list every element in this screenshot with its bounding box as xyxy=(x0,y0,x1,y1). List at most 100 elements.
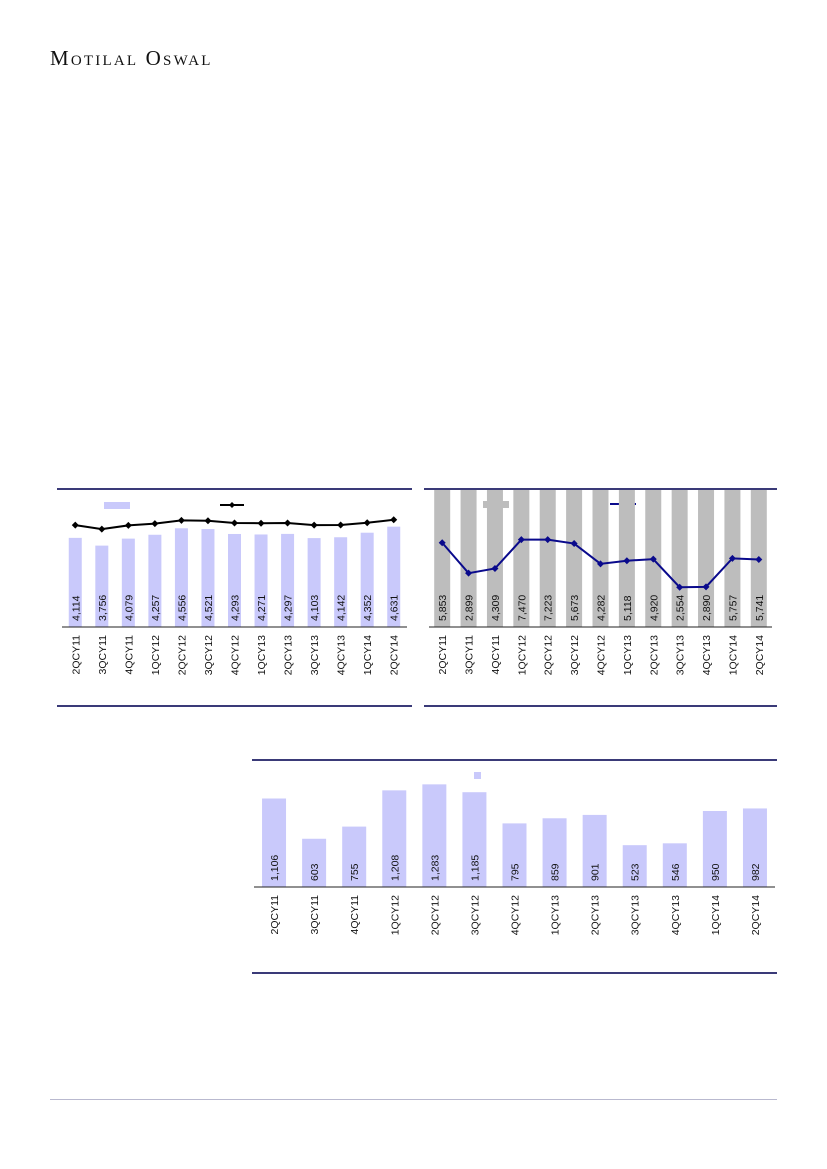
category-tick-label: 4QCY13 xyxy=(336,635,348,675)
bar xyxy=(174,528,188,627)
footer-rule xyxy=(50,1099,777,1100)
bar xyxy=(698,490,715,627)
category-tick-label: 4QCY12 xyxy=(596,635,608,675)
category-tick-label: 1QCY13 xyxy=(550,895,562,935)
bar xyxy=(387,526,401,627)
bar xyxy=(434,490,451,627)
bar xyxy=(68,537,82,627)
line-point xyxy=(517,536,525,544)
bar-value-label: 2,899 xyxy=(464,595,476,621)
category-tick-label: 1QCY13 xyxy=(622,635,634,675)
category-tick-label: 3QCY12 xyxy=(569,635,581,675)
bar-value-label: 1,283 xyxy=(429,855,441,881)
bar-value-label: 546 xyxy=(670,863,682,881)
category-tick-label: 3QCY13 xyxy=(309,635,321,675)
line-point xyxy=(623,557,631,565)
bar xyxy=(95,545,109,627)
bar xyxy=(334,537,348,627)
bar-value-label: 1,185 xyxy=(469,855,481,881)
bar-value-label: 7,470 xyxy=(516,595,528,621)
bar-value-label: 4,114 xyxy=(70,595,82,621)
bar-value-label: 4,079 xyxy=(123,595,135,621)
bar-value-label: 4,309 xyxy=(490,595,502,621)
category-tick-label: 3QCY12 xyxy=(203,635,215,675)
category-tick-label: 2QCY14 xyxy=(389,635,401,675)
bar-value-label: 1,106 xyxy=(269,855,281,881)
bar-value-label: 4,271 xyxy=(256,595,268,621)
category-tick-label: 2QCY11 xyxy=(70,635,82,675)
category-tick-label: 2QCY12 xyxy=(429,895,441,935)
line-point xyxy=(597,560,604,568)
chart2-svg: 5,853 2QCY11 2,899 3QCY11 4,309 4QCY11 7,470 1Q… xyxy=(429,490,772,675)
category-tick-label: 3QCY13 xyxy=(675,635,687,675)
category-tick-label: 1QCY14 xyxy=(727,635,739,675)
bar xyxy=(201,529,215,627)
category-tick-label: 3QCY13 xyxy=(630,895,642,935)
category-tick-label: 2QCY14 xyxy=(750,895,762,935)
category-tick-label: 3QCY12 xyxy=(469,895,481,935)
category-tick-label: 2QCY12 xyxy=(543,635,555,675)
bar-value-label: 4,920 xyxy=(648,595,660,621)
bar-value-label: 4,631 xyxy=(389,595,401,621)
bar xyxy=(302,838,327,887)
line-point xyxy=(676,583,684,591)
chart1-panel: 4,114 2QCY11 3,756 3QCY11 4,079 4QCY11 4,257 1Q… xyxy=(57,490,412,704)
category-tick-label: 3QCY11 xyxy=(464,635,476,675)
category-tick-label: 4QCY12 xyxy=(510,895,522,935)
legend-swatch-bar xyxy=(104,502,130,509)
bar-value-label: 4,521 xyxy=(203,595,215,621)
line-point xyxy=(465,569,473,577)
bar-value-label: 4,297 xyxy=(283,595,295,621)
chart3-svg: 1,106 2QCY11 603 3QCY11 755 4QCY11 1,208 1QCY12… xyxy=(254,772,775,935)
bar-value-label: 4,257 xyxy=(150,595,162,621)
line-point xyxy=(390,516,398,524)
bar xyxy=(582,814,607,887)
category-tick-label: 2QCY11 xyxy=(269,895,281,935)
chart3-bottom-rule xyxy=(252,972,777,974)
line-point xyxy=(755,556,763,564)
bar xyxy=(462,792,487,887)
category-tick-label: 2QCY13 xyxy=(283,635,295,675)
bar-value-label: 859 xyxy=(550,863,562,881)
category-tick-label: 2QCY14 xyxy=(754,635,766,675)
bar xyxy=(307,538,321,627)
bar-value-label: 4,282 xyxy=(596,595,608,621)
line-point xyxy=(337,521,345,529)
chart1-top-rule xyxy=(57,488,412,490)
bar-value-label: 5,757 xyxy=(727,595,739,621)
line-point xyxy=(204,517,212,525)
bar-value-label: 603 xyxy=(309,863,321,881)
line-point xyxy=(257,519,265,527)
category-tick-label: 1QCY13 xyxy=(256,635,268,675)
line-point xyxy=(151,520,159,528)
category-tick-label: 1QCY12 xyxy=(150,635,162,675)
bar xyxy=(382,790,407,887)
bar xyxy=(502,823,527,887)
category-tick-label: 4QCY13 xyxy=(701,635,713,675)
bar xyxy=(592,490,609,627)
bar-value-label: 2,890 xyxy=(701,595,713,621)
bar xyxy=(121,538,135,627)
line-point xyxy=(491,565,499,572)
bar-value-label: 4,142 xyxy=(336,595,348,621)
bar-value-label: 5,673 xyxy=(569,595,581,621)
bar xyxy=(513,490,530,627)
line-point xyxy=(98,525,106,533)
bar-value-label: 2,554 xyxy=(675,595,687,621)
line-point xyxy=(570,540,578,548)
category-tick-label: 2QCY13 xyxy=(590,895,602,935)
bar xyxy=(742,808,767,887)
bar xyxy=(566,490,583,627)
line-point xyxy=(231,519,238,527)
bar xyxy=(262,798,287,887)
bar xyxy=(228,533,241,627)
bar-value-label: 5,118 xyxy=(622,595,634,621)
bar xyxy=(671,490,688,627)
chart3-panel: 1,106 2QCY11 603 3QCY11 755 4QCY11 1,208 1QCY12… xyxy=(252,761,777,971)
bar-value-label: 7,223 xyxy=(543,595,555,621)
chart1-svg: 4,114 2QCY11 3,756 3QCY11 4,079 4QCY11 4,257 1Q… xyxy=(62,502,407,675)
bar-value-label: 3,756 xyxy=(97,595,109,621)
line-point xyxy=(310,521,318,529)
bar xyxy=(342,826,367,887)
bar-value-label: 5,741 xyxy=(754,595,766,621)
